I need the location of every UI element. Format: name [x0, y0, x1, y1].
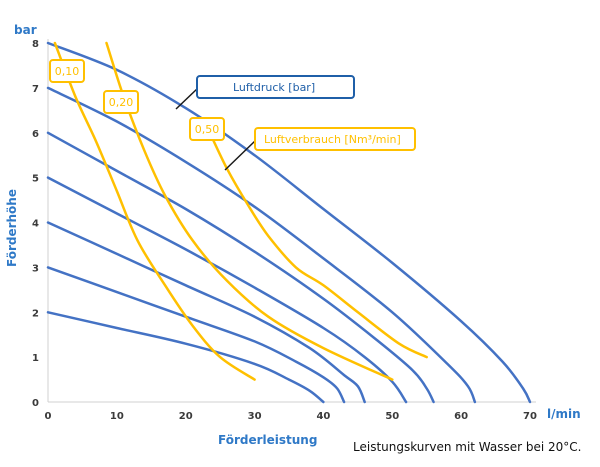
y-tick-label: 6: [32, 129, 39, 140]
pressure-annotation-leader: [175, 87, 199, 110]
consumption-label-3: 0,50: [195, 123, 220, 136]
y-tick-label: 0: [32, 398, 39, 409]
y-axis-title: Förderhöhe: [5, 189, 19, 267]
y-unit-label: bar: [14, 23, 37, 37]
x-tick-label: 60: [454, 411, 468, 422]
consumption-label-1: 0,10: [55, 65, 80, 78]
pressure-curve-1: [46, 41, 532, 404]
y-tick-label: 4: [32, 219, 39, 230]
pressure-curve-6: [46, 266, 346, 404]
chart-caption: Leistungskurven mit Wasser bei 20°C.: [353, 440, 582, 454]
consumption-label-2: 0,20: [109, 96, 134, 109]
y-tick-label: 5: [32, 174, 39, 185]
x-tick-label: 10: [110, 411, 124, 422]
consumption-label-box-3: [189, 117, 225, 141]
consumption-annotation-label: Luftverbrauch [Nm³/min]: [264, 133, 401, 146]
x-tick-label: 30: [248, 411, 262, 422]
pressure-curve-4: [46, 176, 408, 404]
y-tick-label: 3: [32, 263, 39, 274]
y-tick-label: 2: [32, 308, 39, 319]
tick-labels: 0 10 20 30 40 50 60 70 0 1 2 3 4 5 6 7 8: [32, 39, 537, 422]
pressure-curve-5: [46, 221, 366, 404]
consumption-curve-3: [208, 131, 428, 359]
x-tick-label: 70: [523, 411, 537, 422]
consumption-curve-labels: 0,10 0,20 0,50: [49, 59, 225, 141]
consumption-label-box-1: [49, 59, 85, 83]
x-tick-label: 50: [385, 411, 399, 422]
pressure-annotation-label: Luftdruck [bar]: [233, 81, 315, 94]
x-tick-label: 40: [316, 411, 330, 422]
pressure-curve-3: [46, 131, 435, 404]
y-tick-label: 8: [32, 39, 39, 50]
consumption-annotation-leader: [224, 140, 256, 171]
x-tick-label: 20: [179, 411, 193, 422]
y-tick-label: 7: [32, 84, 39, 95]
consumption-label-box-2: [103, 90, 139, 114]
consumption-annotation-box: [254, 127, 416, 151]
x-axis-title: Förderleistung: [218, 433, 317, 447]
y-tick-label: 1: [32, 353, 39, 364]
pressure-curve-7: [46, 311, 325, 404]
x-tick-label: 0: [45, 411, 52, 422]
chart-axes: [47, 39, 536, 403]
x-unit-label: l/min: [547, 407, 581, 421]
consumption-curve-1: [53, 41, 256, 381]
pressure-annotation-box: [196, 75, 355, 99]
